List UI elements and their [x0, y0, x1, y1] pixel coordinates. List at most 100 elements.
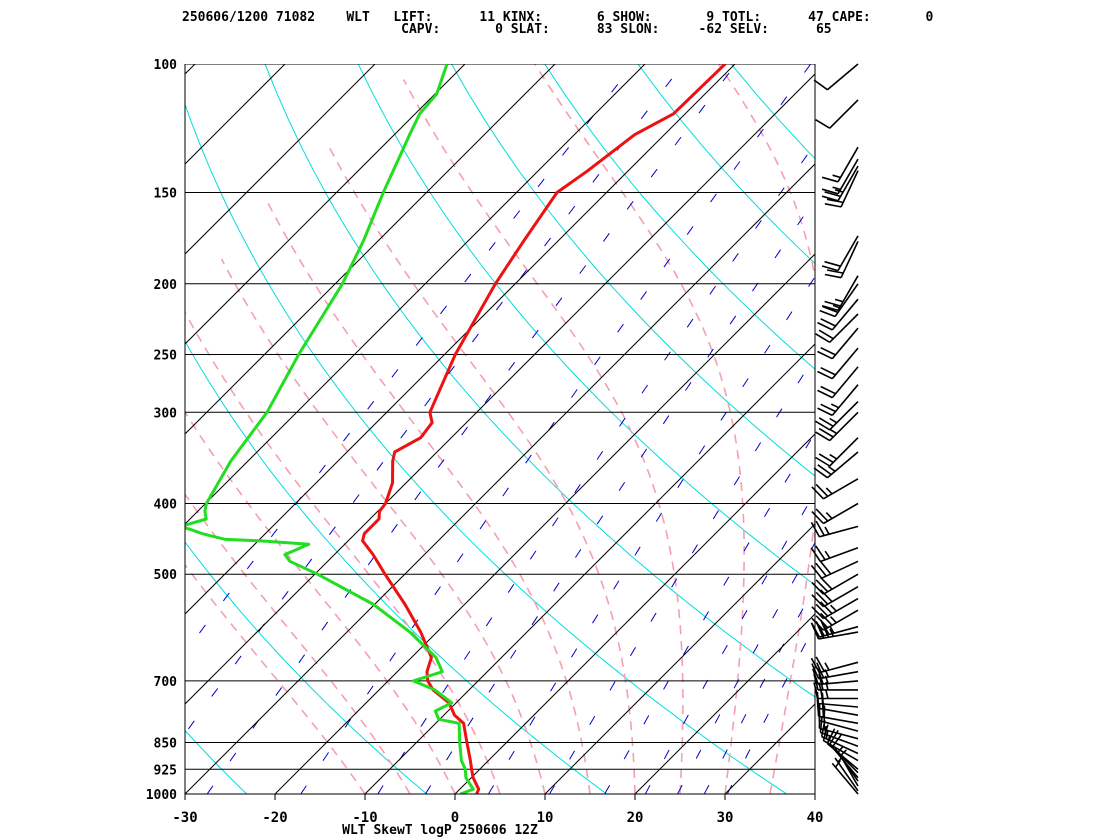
- dry-adiabat: [357, 64, 815, 586]
- pressure-label: 400: [154, 498, 178, 513]
- isotherm: [274, 253, 815, 794]
- wind-barb: [815, 313, 859, 343]
- x-tick-label: 40: [807, 810, 824, 826]
- x-tick-label: -10: [352, 810, 377, 826]
- isotherm: [544, 523, 815, 794]
- pressure-label: 925: [154, 763, 177, 778]
- wind-barb: [813, 451, 859, 479]
- dry-adiabat: [544, 64, 815, 370]
- isotherm: [185, 64, 736, 615]
- wind-barb: [812, 668, 859, 686]
- wind-barb: [817, 384, 859, 417]
- pressure-label: 500: [154, 568, 178, 583]
- wind-barb: [821, 146, 859, 183]
- wind-barb: [817, 366, 859, 399]
- wind-barb: [810, 560, 859, 579]
- wind-barb: [810, 520, 859, 538]
- x-tick-label: 30: [717, 810, 734, 826]
- isotherm: [185, 64, 646, 525]
- isotherm: [814, 793, 815, 794]
- dewpoint-trace: [185, 64, 475, 794]
- isotherm: [185, 163, 815, 794]
- mixing-ratio-line: [488, 275, 815, 794]
- dry-adiabat: [185, 729, 248, 794]
- dry-adiabat: [637, 64, 815, 265]
- wind-barb: [817, 298, 859, 331]
- wind-barb: [815, 401, 859, 431]
- moist-adiabat: [328, 146, 636, 794]
- wind-barb: [815, 99, 859, 129]
- mixing-ratio-line: [424, 198, 815, 794]
- moist-adiabat: [718, 64, 815, 794]
- dry-adiabat: [185, 541, 428, 794]
- wind-barb: [821, 158, 859, 195]
- pressure-label: 700: [154, 675, 178, 690]
- wind-barb: [811, 478, 859, 500]
- pressure-label: 150: [154, 187, 178, 202]
- moist-adiabat: [402, 79, 684, 794]
- moist-adiabat: [185, 563, 366, 794]
- isotherm: [185, 64, 376, 255]
- mixing-ratio-line: [644, 491, 815, 794]
- wind-barb: [824, 241, 859, 279]
- mixing-ratio-line: [677, 541, 815, 794]
- pressure-label: 850: [154, 736, 178, 751]
- moist-adiabat: [185, 492, 411, 794]
- wind-barb: [824, 170, 859, 208]
- wind-barb: [815, 437, 859, 467]
- dry-adiabat: [824, 64, 1120, 794]
- wind-barb: [810, 619, 859, 638]
- isotherm: [634, 613, 815, 794]
- wind-barb: [817, 347, 859, 380]
- x-tick-label: -20: [262, 810, 287, 826]
- wind-barb: [811, 586, 859, 608]
- isotherm: [185, 64, 286, 165]
- wind-barb: [821, 165, 859, 202]
- dry-adiabat: [0, 64, 67, 794]
- mixing-ratio-line: [703, 585, 815, 794]
- header-line-1: 250606/1200 71082 WLT LIFT: 11 KINX: 6 S…: [182, 10, 934, 25]
- wind-barb: [811, 621, 859, 640]
- chart-title: WLT SkewT logP 250606 12Z: [342, 823, 538, 838]
- wind-barb: [811, 597, 859, 620]
- wind-barb: [817, 327, 859, 360]
- wind-barb: [813, 682, 858, 700]
- dry-adiabat: [730, 64, 815, 160]
- wind-barb: [831, 760, 859, 795]
- wind-barb: [811, 662, 859, 680]
- dry-adiabat: [451, 64, 815, 477]
- pressure-label: 200: [154, 278, 178, 293]
- wind-barb: [821, 275, 859, 312]
- wind-barb: [821, 235, 859, 272]
- isotherm: [454, 433, 815, 794]
- wind-barb: [811, 573, 859, 595]
- x-tick-label: -30: [172, 810, 197, 826]
- wind-barb: [819, 283, 859, 318]
- pressure-label: 100: [154, 58, 178, 73]
- pressure-label: 250: [154, 348, 178, 363]
- wind-barb: [818, 704, 859, 732]
- mixing-ratio-line: [549, 355, 815, 794]
- wind-barb: [810, 656, 859, 674]
- mixing-ratio-line: [300, 64, 812, 794]
- moist-adiabat: [185, 310, 501, 794]
- isotherm: [0, 64, 15, 794]
- header-line-2: CAPV: 0 SLAT: 83 SLON: -62 SELV: 65: [182, 22, 832, 37]
- x-tick-label: 0: [451, 810, 459, 826]
- wind-barb: [810, 545, 859, 563]
- moist-adiabat: [220, 258, 546, 794]
- dry-adiabat: [185, 102, 787, 794]
- isotherm: [185, 64, 466, 345]
- isotherm: [0, 64, 105, 794]
- wind-barb: [813, 63, 859, 91]
- dry-adiabat: [918, 64, 1120, 794]
- isotherm: [185, 64, 556, 435]
- wind-barb: [813, 673, 858, 691]
- wind-barb: [811, 609, 859, 631]
- pressure-label: 1000: [146, 788, 177, 803]
- mixing-ratio-line: [185, 64, 684, 735]
- isotherm: [364, 343, 815, 794]
- wind-barb: [815, 411, 859, 442]
- pressure-label: 300: [154, 406, 178, 421]
